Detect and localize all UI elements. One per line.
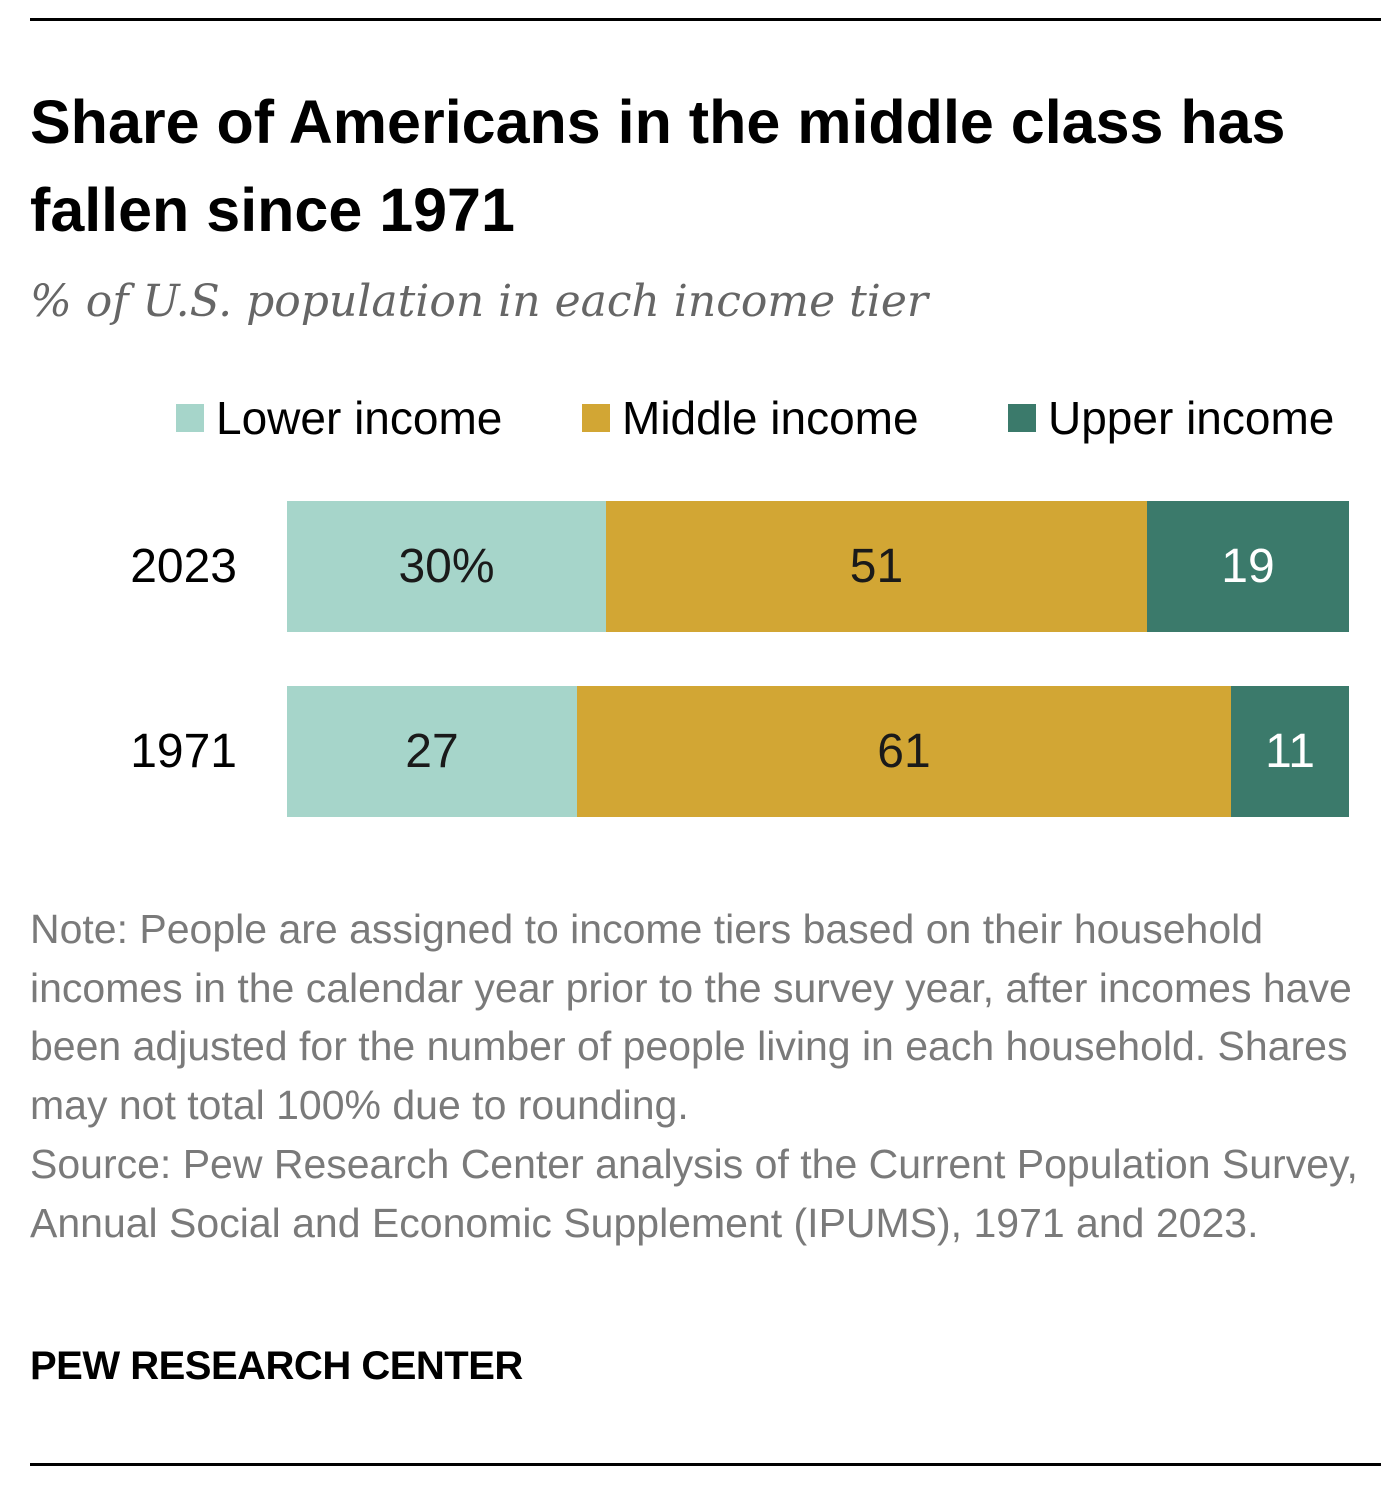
data-label-middle-income-1971: 61: [877, 725, 930, 778]
chart-note: Note: People are assigned to income tier…: [30, 906, 1352, 1128]
bar-segment-lower-income-2023: [287, 501, 606, 632]
category-label-1971: 1971: [130, 725, 237, 778]
stacked-bar-chart: 2023 30% 51 19 1971 27 61 11: [130, 501, 1349, 817]
chart-source: Source: Pew Research Center analysis of …: [30, 1141, 1358, 1246]
data-label-middle-income-2023: 51: [850, 540, 903, 593]
bar-segment-upper-income-1971: [1231, 686, 1349, 817]
legend-swatch-middle-income: [582, 404, 610, 432]
legend-swatch-upper-income: [1008, 404, 1036, 432]
legend-label-lower-income: Lower income: [216, 392, 503, 444]
legend-item-upper-income: Upper income: [1008, 388, 1334, 448]
data-label-lower-income-2023: 30%: [398, 540, 494, 593]
bottom-rule: [30, 1463, 1381, 1466]
legend: Lower income Middle income Upper income: [0, 388, 1381, 448]
chart-title: Share of Americans in the middle class h…: [30, 88, 1286, 244]
legend-item-middle-income: Middle income: [582, 388, 919, 448]
bar-segment-middle-income-2023: [606, 501, 1147, 632]
legend-label-middle-income: Middle income: [622, 392, 919, 444]
top-rule: [30, 18, 1381, 21]
legend-item-lower-income: Lower income: [176, 388, 502, 448]
data-label-lower-income-1971: 27: [405, 725, 458, 778]
legend-label-upper-income: Upper income: [1048, 392, 1335, 444]
legend-swatch-lower-income: [176, 404, 204, 432]
chart-subtitle: % of U.S. population in each income tier: [30, 276, 928, 327]
pew-research-center-wordmark: PEW RESEARCH CENTER: [30, 1344, 523, 1388]
data-label-upper-income-2023: 19: [1221, 540, 1274, 593]
bar-segment-lower-income-1971: [287, 686, 577, 817]
category-label-2023: 2023: [130, 540, 237, 593]
bar-segment-upper-income-2023: [1147, 501, 1349, 632]
data-label-upper-income-1971: 11: [1265, 725, 1315, 778]
bar-segment-middle-income-1971: [577, 686, 1231, 817]
